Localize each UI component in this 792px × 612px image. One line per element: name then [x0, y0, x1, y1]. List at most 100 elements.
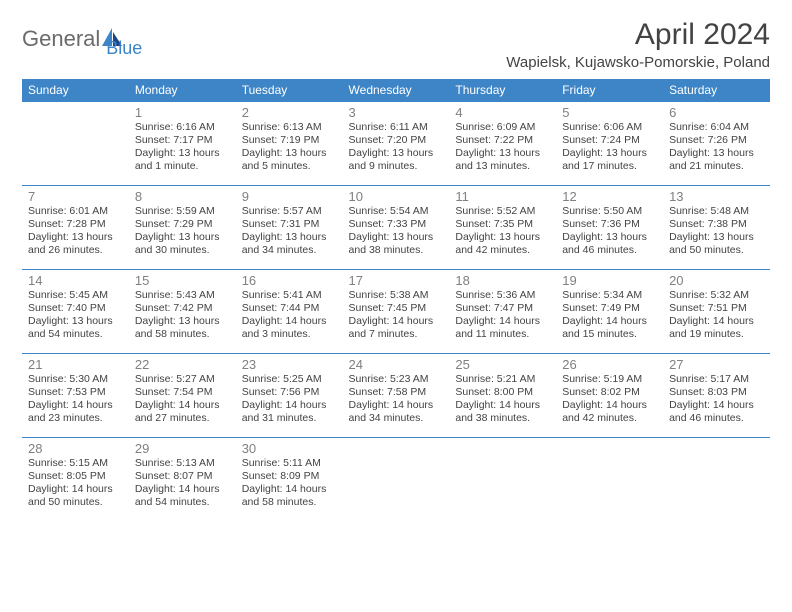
day-number: 29 [135, 441, 230, 456]
day-info: Sunrise: 5:36 AMSunset: 7:47 PMDaylight:… [455, 289, 550, 342]
info-line: Daylight: 13 hours [242, 231, 337, 244]
info-line: Sunrise: 5:57 AM [242, 205, 337, 218]
day-info: Sunrise: 5:17 AMSunset: 8:03 PMDaylight:… [669, 373, 764, 426]
info-line: Sunrise: 6:09 AM [455, 121, 550, 134]
day-header: Sunday [22, 79, 129, 102]
calendar-cell: 26Sunrise: 5:19 AMSunset: 8:02 PMDayligh… [556, 354, 663, 438]
info-line: Sunrise: 5:38 AM [349, 289, 444, 302]
info-line: and 19 minutes. [669, 328, 764, 341]
info-line: Daylight: 14 hours [242, 483, 337, 496]
info-line: Sunset: 7:38 PM [669, 218, 764, 231]
info-line: Daylight: 13 hours [349, 147, 444, 160]
info-line: Sunset: 8:02 PM [562, 386, 657, 399]
info-line: Sunrise: 5:15 AM [28, 457, 123, 470]
info-line: and 7 minutes. [349, 328, 444, 341]
info-line: Sunset: 7:28 PM [28, 218, 123, 231]
day-info: Sunrise: 5:43 AMSunset: 7:42 PMDaylight:… [135, 289, 230, 342]
info-line: Daylight: 13 hours [455, 147, 550, 160]
day-info: Sunrise: 5:23 AMSunset: 7:58 PMDaylight:… [349, 373, 444, 426]
day-number: 3 [349, 105, 444, 120]
info-line: Daylight: 14 hours [28, 399, 123, 412]
info-line: Sunrise: 5:54 AM [349, 205, 444, 218]
day-number: 18 [455, 273, 550, 288]
day-number: 25 [455, 357, 550, 372]
day-number: 4 [455, 105, 550, 120]
calendar-cell: 30Sunrise: 5:11 AMSunset: 8:09 PMDayligh… [236, 438, 343, 518]
calendar-week-row: 21Sunrise: 5:30 AMSunset: 7:53 PMDayligh… [22, 354, 770, 438]
info-line: Sunset: 7:31 PM [242, 218, 337, 231]
calendar-cell: 2Sunrise: 6:13 AMSunset: 7:19 PMDaylight… [236, 102, 343, 186]
info-line: and 46 minutes. [562, 244, 657, 257]
calendar-week-row: 14Sunrise: 5:45 AMSunset: 7:40 PMDayligh… [22, 270, 770, 354]
calendar-cell: 27Sunrise: 5:17 AMSunset: 8:03 PMDayligh… [663, 354, 770, 438]
day-info: Sunrise: 5:57 AMSunset: 7:31 PMDaylight:… [242, 205, 337, 258]
info-line: Sunset: 7:44 PM [242, 302, 337, 315]
calendar-cell: 7Sunrise: 6:01 AMSunset: 7:28 PMDaylight… [22, 186, 129, 270]
day-info: Sunrise: 5:11 AMSunset: 8:09 PMDaylight:… [242, 457, 337, 510]
calendar-cell: 23Sunrise: 5:25 AMSunset: 7:56 PMDayligh… [236, 354, 343, 438]
info-line: Daylight: 14 hours [242, 315, 337, 328]
day-number: 7 [28, 189, 123, 204]
page-subtitle: Wapielsk, Kujawsko-Pomorskie, Poland [506, 54, 770, 71]
info-line: and 3 minutes. [242, 328, 337, 341]
info-line: Sunrise: 5:30 AM [28, 373, 123, 386]
info-line: and 58 minutes. [242, 496, 337, 509]
day-info: Sunrise: 5:32 AMSunset: 7:51 PMDaylight:… [669, 289, 764, 342]
info-line: and 1 minute. [135, 160, 230, 173]
info-line: Daylight: 13 hours [562, 147, 657, 160]
info-line: Daylight: 13 hours [562, 231, 657, 244]
day-info: Sunrise: 5:50 AMSunset: 7:36 PMDaylight:… [562, 205, 657, 258]
logo-text-blue: Blue [106, 38, 142, 59]
day-number: 11 [455, 189, 550, 204]
day-info: Sunrise: 5:34 AMSunset: 7:49 PMDaylight:… [562, 289, 657, 342]
day-info: Sunrise: 6:16 AMSunset: 7:17 PMDaylight:… [135, 121, 230, 174]
info-line: Daylight: 13 hours [242, 147, 337, 160]
day-info: Sunrise: 5:59 AMSunset: 7:29 PMDaylight:… [135, 205, 230, 258]
info-line: Sunset: 7:58 PM [349, 386, 444, 399]
day-info: Sunrise: 5:30 AMSunset: 7:53 PMDaylight:… [28, 373, 123, 426]
day-number: 12 [562, 189, 657, 204]
day-number: 23 [242, 357, 337, 372]
logo: General Blue [22, 18, 142, 59]
day-number: 20 [669, 273, 764, 288]
day-info: Sunrise: 5:19 AMSunset: 8:02 PMDaylight:… [562, 373, 657, 426]
info-line: Sunset: 8:05 PM [28, 470, 123, 483]
day-number: 30 [242, 441, 337, 456]
day-info: Sunrise: 5:41 AMSunset: 7:44 PMDaylight:… [242, 289, 337, 342]
info-line: and 58 minutes. [135, 328, 230, 341]
day-number: 1 [135, 105, 230, 120]
info-line: and 23 minutes. [28, 412, 123, 425]
day-header: Tuesday [236, 79, 343, 102]
info-line: Sunrise: 5:45 AM [28, 289, 123, 302]
day-info: Sunrise: 6:04 AMSunset: 7:26 PMDaylight:… [669, 121, 764, 174]
day-info: Sunrise: 5:54 AMSunset: 7:33 PMDaylight:… [349, 205, 444, 258]
info-line: Sunrise: 5:27 AM [135, 373, 230, 386]
day-header: Monday [129, 79, 236, 102]
info-line: Sunrise: 5:23 AM [349, 373, 444, 386]
day-number: 6 [669, 105, 764, 120]
info-line: Daylight: 14 hours [562, 315, 657, 328]
info-line: and 34 minutes. [242, 244, 337, 257]
info-line: Sunset: 7:24 PM [562, 134, 657, 147]
day-info: Sunrise: 5:48 AMSunset: 7:38 PMDaylight:… [669, 205, 764, 258]
day-info: Sunrise: 6:11 AMSunset: 7:20 PMDaylight:… [349, 121, 444, 174]
calendar-cell: 6Sunrise: 6:04 AMSunset: 7:26 PMDaylight… [663, 102, 770, 186]
info-line: Sunrise: 5:13 AM [135, 457, 230, 470]
calendar-cell: 18Sunrise: 5:36 AMSunset: 7:47 PMDayligh… [449, 270, 556, 354]
info-line: and 42 minutes. [455, 244, 550, 257]
calendar-cell [22, 102, 129, 186]
info-line: Sunset: 7:49 PM [562, 302, 657, 315]
day-header-row: Sunday Monday Tuesday Wednesday Thursday… [22, 79, 770, 102]
info-line: Daylight: 14 hours [455, 315, 550, 328]
calendar-cell: 16Sunrise: 5:41 AMSunset: 7:44 PMDayligh… [236, 270, 343, 354]
calendar-cell [556, 438, 663, 518]
info-line: Sunrise: 5:50 AM [562, 205, 657, 218]
calendar-cell [449, 438, 556, 518]
info-line: Sunrise: 5:43 AM [135, 289, 230, 302]
day-number: 8 [135, 189, 230, 204]
day-header: Thursday [449, 79, 556, 102]
day-info: Sunrise: 5:15 AMSunset: 8:05 PMDaylight:… [28, 457, 123, 510]
info-line: Sunrise: 6:04 AM [669, 121, 764, 134]
logo-text-general: General [22, 26, 100, 52]
day-info: Sunrise: 5:38 AMSunset: 7:45 PMDaylight:… [349, 289, 444, 342]
